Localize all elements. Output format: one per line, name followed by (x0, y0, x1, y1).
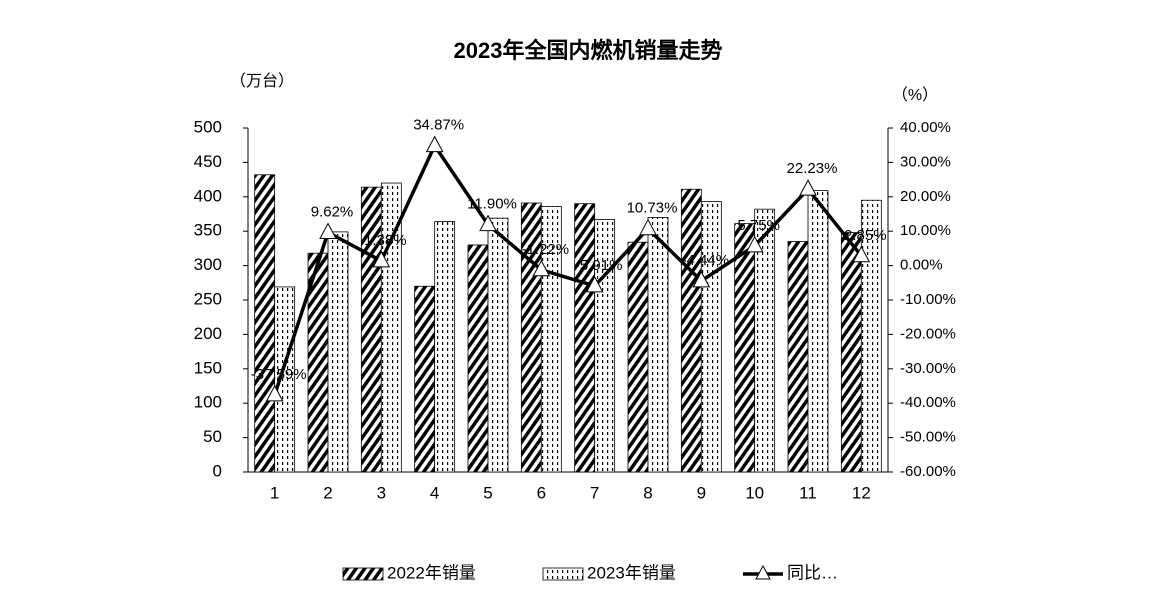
y-tick-label: 500 (194, 117, 222, 136)
bar (754, 208, 776, 473)
x-tick-label: 7 (590, 483, 599, 502)
y2-tick-label: -30.00% (900, 360, 956, 377)
marker (585, 275, 604, 293)
x-tick-label: 5 (483, 483, 492, 502)
data-label: 5.75% (737, 217, 780, 234)
y-tick-label: 200 (194, 324, 222, 343)
bar (380, 182, 402, 473)
x-tick-label: 6 (537, 483, 546, 502)
marker (799, 179, 817, 196)
y2-tick-label: 30.00% (900, 153, 951, 170)
y2-axis-label: （%） (892, 86, 938, 104)
x-tick-label: 10 (745, 483, 764, 502)
marker (639, 218, 657, 236)
x-tick-label: 4 (430, 483, 439, 502)
data-label: 11.90% (467, 196, 517, 213)
legend-swatch (542, 567, 584, 581)
y2-tick-label: -40.00% (900, 394, 956, 411)
bar (807, 190, 829, 473)
marker (745, 235, 764, 253)
bar (487, 217, 509, 473)
marker (852, 245, 871, 263)
y2-tick-label: -50.00% (900, 429, 956, 446)
legend-label: 2022年销量 (387, 563, 476, 582)
bar (574, 203, 596, 473)
bar (254, 174, 276, 473)
data-label: -1.22% (522, 241, 570, 258)
marker (372, 250, 391, 268)
data-label: 10.73% (627, 200, 678, 217)
bar (734, 223, 756, 473)
bar (434, 221, 456, 473)
bar (627, 241, 649, 473)
x-tick-label: 3 (377, 483, 386, 502)
marker (692, 270, 711, 288)
data-label: -37.59% (251, 366, 307, 383)
bar (647, 217, 669, 473)
data-label: 22.23% (787, 160, 838, 177)
y-tick-label: 100 (194, 393, 222, 412)
bar (467, 244, 489, 473)
data-label: -4.44% (682, 252, 730, 269)
y2-tick-label: -20.00% (900, 325, 956, 342)
y2-tick-label: 40.00% (900, 119, 951, 136)
y-tick-label: 50 (203, 427, 222, 446)
data-label: 34.87% (413, 117, 464, 134)
data-label: 9.62% (311, 203, 354, 220)
y2-tick-label: -10.00% (900, 291, 956, 308)
y2-tick-label: 10.00% (900, 222, 951, 239)
legend-label: 2023年销量 (587, 563, 676, 582)
y-tick-label: 150 (194, 358, 222, 377)
x-tick-label: 12 (852, 483, 871, 502)
legend-marker (755, 564, 771, 580)
data-label: 2.85% (844, 227, 887, 244)
bar (860, 199, 882, 473)
bar (700, 201, 722, 473)
x-tick-label: 9 (697, 483, 706, 502)
chart-title: 2023年全国内燃机销量走势 (454, 38, 723, 63)
x-tick-label: 2 (323, 483, 332, 502)
marker (265, 384, 284, 402)
y-tick-label: 450 (194, 152, 222, 171)
marker (532, 259, 551, 277)
bar (787, 241, 809, 473)
line (273, 142, 863, 396)
y-tick-label: 250 (194, 289, 222, 308)
y-tick-label: 350 (194, 221, 222, 240)
bar (327, 231, 349, 473)
y-axis-label: （万台） (230, 72, 294, 90)
marker (319, 222, 337, 240)
marker (425, 135, 444, 153)
data-label: -5.91% (575, 257, 623, 274)
x-tick-label: 8 (643, 483, 652, 502)
y2-tick-label: 0.00% (900, 257, 943, 274)
data-label: 1.38% (364, 232, 407, 249)
y-tick-label: 300 (194, 255, 222, 274)
bar (680, 188, 702, 473)
y2-tick-label: -60.00% (900, 463, 956, 480)
y-tick-label: 0 (213, 461, 222, 480)
legend-label: 同比… (787, 563, 838, 582)
bar (274, 286, 296, 473)
legend-swatch (342, 567, 384, 581)
marker (479, 214, 497, 232)
bar (414, 285, 436, 473)
bar (840, 232, 862, 473)
x-tick-label: 1 (270, 483, 279, 502)
y-tick-label: 400 (194, 186, 222, 205)
x-tick-label: 11 (799, 483, 817, 502)
y2-tick-label: 20.00% (900, 188, 951, 205)
bar (360, 186, 382, 473)
